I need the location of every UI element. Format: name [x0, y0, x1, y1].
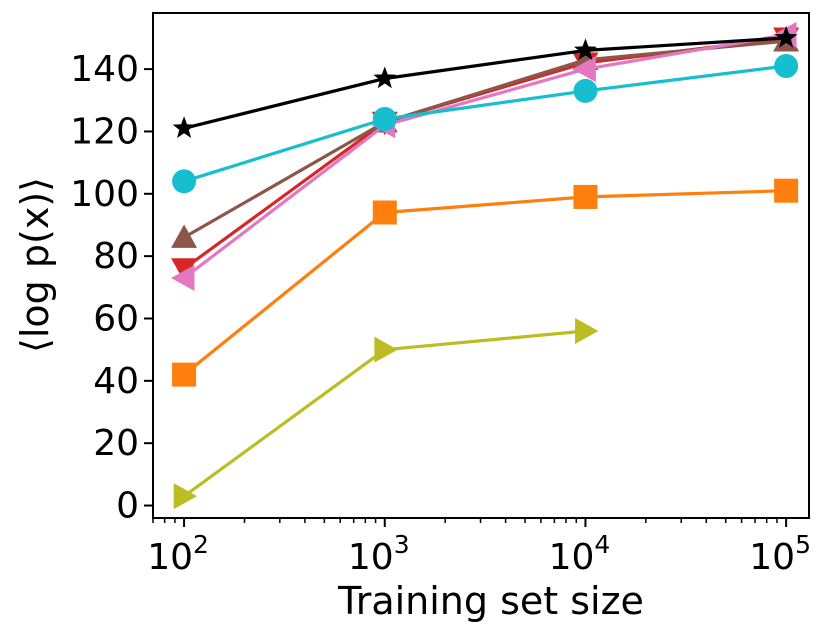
- x-tick-label: 102: [147, 530, 209, 578]
- x-axis-label: Training set size: [337, 579, 644, 623]
- y-tick-label: 80: [93, 236, 139, 277]
- x-tick-label: 105: [749, 530, 811, 578]
- data-point: [573, 184, 598, 209]
- x-tick-base: 10: [549, 537, 595, 578]
- data-point: [372, 200, 397, 225]
- series-cyan: [172, 53, 799, 194]
- plot-frame: [152, 12, 810, 519]
- series-orange: [172, 178, 799, 387]
- y-tick-label: 0: [116, 486, 139, 527]
- series-line: [183, 33, 787, 280]
- data-point: [573, 78, 598, 103]
- x-tick-base: 10: [749, 537, 795, 578]
- data-point: [374, 336, 398, 363]
- series-black: [172, 25, 798, 138]
- data-point: [575, 317, 599, 344]
- data-point: [171, 264, 195, 291]
- y-tick-label: 140: [70, 49, 139, 90]
- data-point: [171, 258, 198, 282]
- y-tick-label: 60: [93, 298, 139, 339]
- x-tick-exponent: 2: [193, 530, 209, 559]
- data-point: [372, 106, 397, 131]
- x-tick-label: 103: [348, 530, 410, 578]
- x-tick-label: 104: [549, 530, 611, 578]
- data-point: [774, 53, 799, 78]
- data-point: [172, 169, 197, 194]
- data-point: [774, 178, 799, 203]
- y-tick-label: 40: [93, 361, 139, 402]
- x-tick-exponent: 4: [594, 530, 610, 559]
- data-point: [172, 116, 196, 138]
- x-axis: 102 103 104 105: [147, 518, 811, 578]
- data-point: [171, 224, 198, 248]
- y-axis: 0 20 40 60 80 100 120 140: [70, 49, 153, 527]
- x-tick-base: 10: [147, 537, 193, 578]
- y-tick-label: 100: [70, 174, 139, 215]
- x-tick-base: 10: [348, 537, 394, 578]
- x-tick-exponent: 3: [394, 530, 410, 559]
- data-point: [774, 25, 798, 48]
- data-point: [572, 56, 596, 83]
- series-line: [183, 64, 787, 183]
- y-tick-label: 120: [70, 111, 139, 152]
- y-tick-label: 20: [93, 423, 139, 464]
- data-point: [373, 66, 397, 89]
- data-point: [574, 38, 597, 61]
- x-tick-exponent: 5: [795, 530, 811, 559]
- plot-area: [171, 21, 800, 510]
- data-point: [173, 483, 198, 510]
- series-line: [183, 189, 787, 376]
- series-yellowgreen: [173, 317, 599, 510]
- data-point: [172, 362, 197, 387]
- y-axis-label: ⟨log p(x)⟩: [13, 177, 57, 353]
- series-line: [183, 36, 787, 130]
